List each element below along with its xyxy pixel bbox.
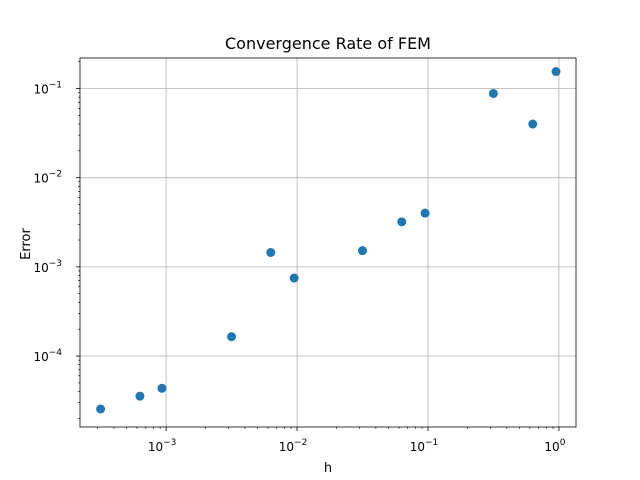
data-point bbox=[227, 332, 237, 342]
data-point bbox=[357, 246, 367, 256]
data-point bbox=[96, 404, 106, 414]
points-layer bbox=[96, 67, 561, 414]
y-tick-label: 10−4 bbox=[33, 348, 62, 364]
y-axis-label: Error bbox=[19, 228, 34, 260]
y-tick-label: 10−3 bbox=[33, 259, 62, 275]
data-point bbox=[289, 273, 299, 283]
data-point bbox=[420, 208, 430, 218]
tick-layer: 10−3 10−2 10−1 100 10−4 10−3 10−2 10−1 bbox=[33, 61, 566, 454]
x-tick-label: 10−3 bbox=[148, 438, 177, 454]
x-tick-label: 100 bbox=[544, 438, 565, 454]
x-tick-label: 10−1 bbox=[410, 438, 439, 454]
y-tick-label: 10−1 bbox=[33, 81, 62, 97]
data-point bbox=[551, 67, 561, 77]
x-tick-label: 10−2 bbox=[279, 438, 308, 454]
chart-title: Convergence Rate of FEM bbox=[225, 34, 431, 53]
grid-layer bbox=[80, 58, 576, 427]
data-point bbox=[135, 391, 145, 401]
data-point bbox=[528, 119, 538, 129]
data-point bbox=[397, 217, 407, 227]
plot-frame bbox=[79, 57, 577, 428]
data-point bbox=[157, 383, 167, 393]
data-point bbox=[266, 247, 276, 257]
data-point bbox=[488, 88, 498, 98]
x-axis-label: h bbox=[324, 461, 332, 476]
y-tick-label: 10−2 bbox=[33, 170, 62, 186]
